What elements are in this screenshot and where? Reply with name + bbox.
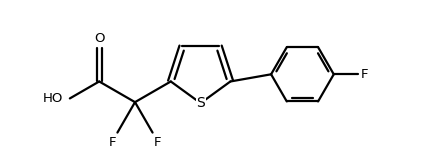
Text: F: F	[361, 68, 369, 81]
Text: F: F	[154, 136, 162, 149]
Text: S: S	[196, 96, 205, 110]
Text: O: O	[94, 32, 105, 45]
Text: F: F	[109, 136, 116, 149]
Text: HO: HO	[43, 92, 63, 105]
